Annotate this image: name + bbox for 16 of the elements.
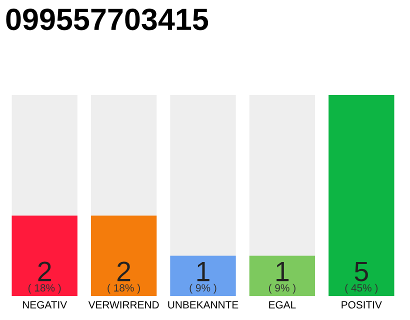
x-tick-label: NEGATIV xyxy=(22,301,68,309)
annotation: ( 45% ) xyxy=(345,284,378,294)
annotation: ( 9% ) xyxy=(268,284,296,294)
x-tick-label: EGAL xyxy=(269,301,296,309)
data-label: 2 xyxy=(38,262,51,282)
data-label: 1 xyxy=(276,262,289,282)
data-label: 2 xyxy=(117,262,130,282)
x-tick-label: UNBEKANNTE xyxy=(168,301,238,309)
annotation: ( 9% ) xyxy=(190,284,216,294)
annotation: ( 18% ) xyxy=(108,284,140,294)
x-tick-label: POSITIV xyxy=(342,301,382,309)
x-tick-label: VERWIRREND xyxy=(88,301,159,308)
chart-title: 099557703415 xyxy=(6,8,208,30)
data-label: 1 xyxy=(197,262,210,282)
annotation: ( 18% ) xyxy=(28,284,61,294)
data-label: 5 xyxy=(354,262,368,282)
